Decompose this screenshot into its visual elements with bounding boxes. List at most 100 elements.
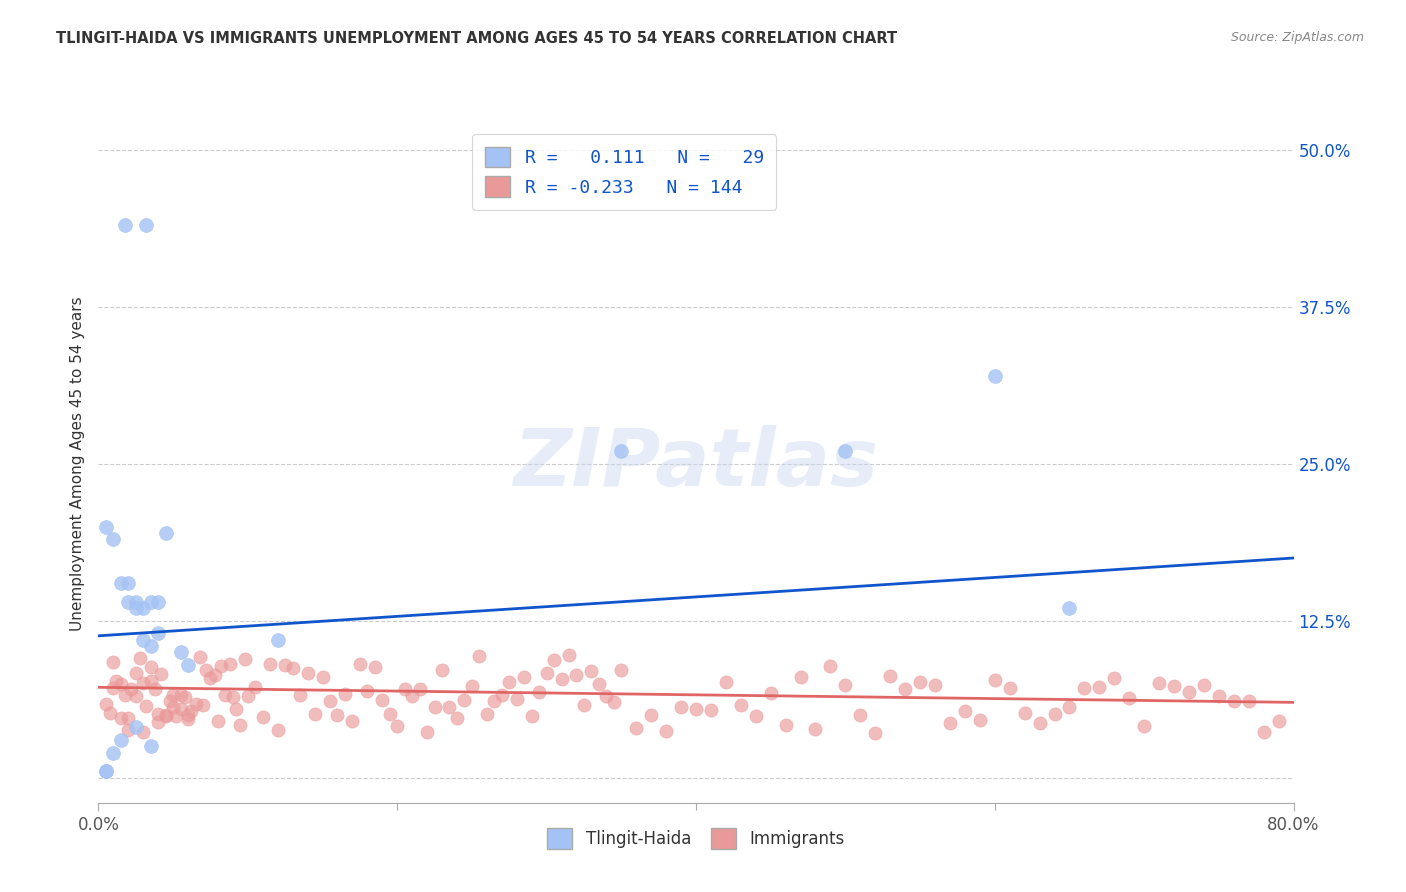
Point xyxy=(225,702,247,716)
Point xyxy=(581,665,603,679)
Point xyxy=(252,710,274,724)
Point xyxy=(132,632,155,647)
Point xyxy=(125,595,148,609)
Point xyxy=(288,688,311,702)
Point xyxy=(139,595,162,609)
Point xyxy=(446,710,468,724)
Point xyxy=(169,689,191,703)
Point xyxy=(520,709,543,723)
Point xyxy=(177,708,200,723)
Point xyxy=(439,700,461,714)
Point xyxy=(998,681,1021,696)
Point xyxy=(169,645,191,659)
Text: TLINGIT-HAIDA VS IMMIGRANTS UNEMPLOYMENT AMONG AGES 45 TO 54 YEARS CORRELATION C: TLINGIT-HAIDA VS IMMIGRANTS UNEMPLOYMENT… xyxy=(56,31,897,46)
Point xyxy=(484,694,506,708)
Point xyxy=(506,692,529,706)
Point xyxy=(820,658,842,673)
Point xyxy=(103,532,125,546)
Point xyxy=(304,707,326,722)
Point xyxy=(685,702,707,716)
Point xyxy=(1237,693,1260,707)
Point xyxy=(969,713,991,727)
Point xyxy=(1118,690,1140,705)
Point xyxy=(1014,706,1036,720)
Point xyxy=(550,672,572,686)
Point xyxy=(536,665,558,680)
Point xyxy=(191,698,214,712)
Legend: Tlingit-Haida, Immigrants: Tlingit-Haida, Immigrants xyxy=(541,822,851,855)
Point xyxy=(626,721,648,735)
Point xyxy=(103,655,125,669)
Point xyxy=(94,519,117,533)
Point xyxy=(1192,678,1215,692)
Point xyxy=(219,657,242,672)
Point xyxy=(135,698,157,713)
Point xyxy=(117,595,139,609)
Point xyxy=(259,657,281,672)
Point xyxy=(789,670,811,684)
Point xyxy=(114,688,136,702)
Point xyxy=(105,674,128,689)
Point xyxy=(1267,714,1289,728)
Point xyxy=(953,704,976,718)
Point xyxy=(110,711,132,725)
Point xyxy=(1028,716,1050,731)
Point xyxy=(148,707,170,722)
Point xyxy=(139,659,162,673)
Point xyxy=(120,682,142,697)
Point xyxy=(110,676,132,690)
Point xyxy=(162,688,184,702)
Point xyxy=(894,682,917,697)
Point xyxy=(207,714,229,729)
Point xyxy=(939,715,962,730)
Point xyxy=(311,670,333,684)
Point xyxy=(200,671,222,685)
Point xyxy=(603,695,626,709)
Point xyxy=(110,576,132,591)
Point xyxy=(103,746,125,760)
Point xyxy=(222,690,245,704)
Point xyxy=(209,659,232,673)
Point xyxy=(610,444,633,458)
Point xyxy=(371,693,394,707)
Point xyxy=(1147,675,1170,690)
Point xyxy=(730,698,752,712)
Point xyxy=(364,660,387,674)
Point xyxy=(94,764,117,779)
Point xyxy=(527,685,550,699)
Point xyxy=(1253,725,1275,739)
Point xyxy=(984,673,1007,687)
Point xyxy=(543,653,565,667)
Point xyxy=(132,601,155,615)
Point xyxy=(326,707,349,722)
Point xyxy=(155,707,177,722)
Point xyxy=(180,704,202,718)
Point xyxy=(125,601,148,615)
Point xyxy=(117,723,139,738)
Point xyxy=(804,722,827,736)
Point xyxy=(908,674,931,689)
Point xyxy=(281,661,304,675)
Point xyxy=(143,682,166,697)
Point xyxy=(135,219,157,233)
Point xyxy=(110,733,132,747)
Point xyxy=(177,657,200,672)
Point xyxy=(148,626,170,640)
Point xyxy=(150,666,173,681)
Point xyxy=(588,676,610,690)
Point xyxy=(655,723,678,738)
Point xyxy=(924,678,946,692)
Point xyxy=(1059,601,1081,615)
Point xyxy=(139,739,162,754)
Point xyxy=(188,649,211,664)
Point xyxy=(475,707,498,722)
Point xyxy=(640,708,662,723)
Point xyxy=(572,698,595,713)
Point xyxy=(775,718,797,732)
Y-axis label: Unemployment Among Ages 45 to 54 years: Unemployment Among Ages 45 to 54 years xyxy=(69,296,84,632)
Point xyxy=(94,764,117,779)
Point xyxy=(297,666,319,681)
Point xyxy=(865,726,887,740)
Point xyxy=(401,690,423,704)
Point xyxy=(195,664,218,678)
